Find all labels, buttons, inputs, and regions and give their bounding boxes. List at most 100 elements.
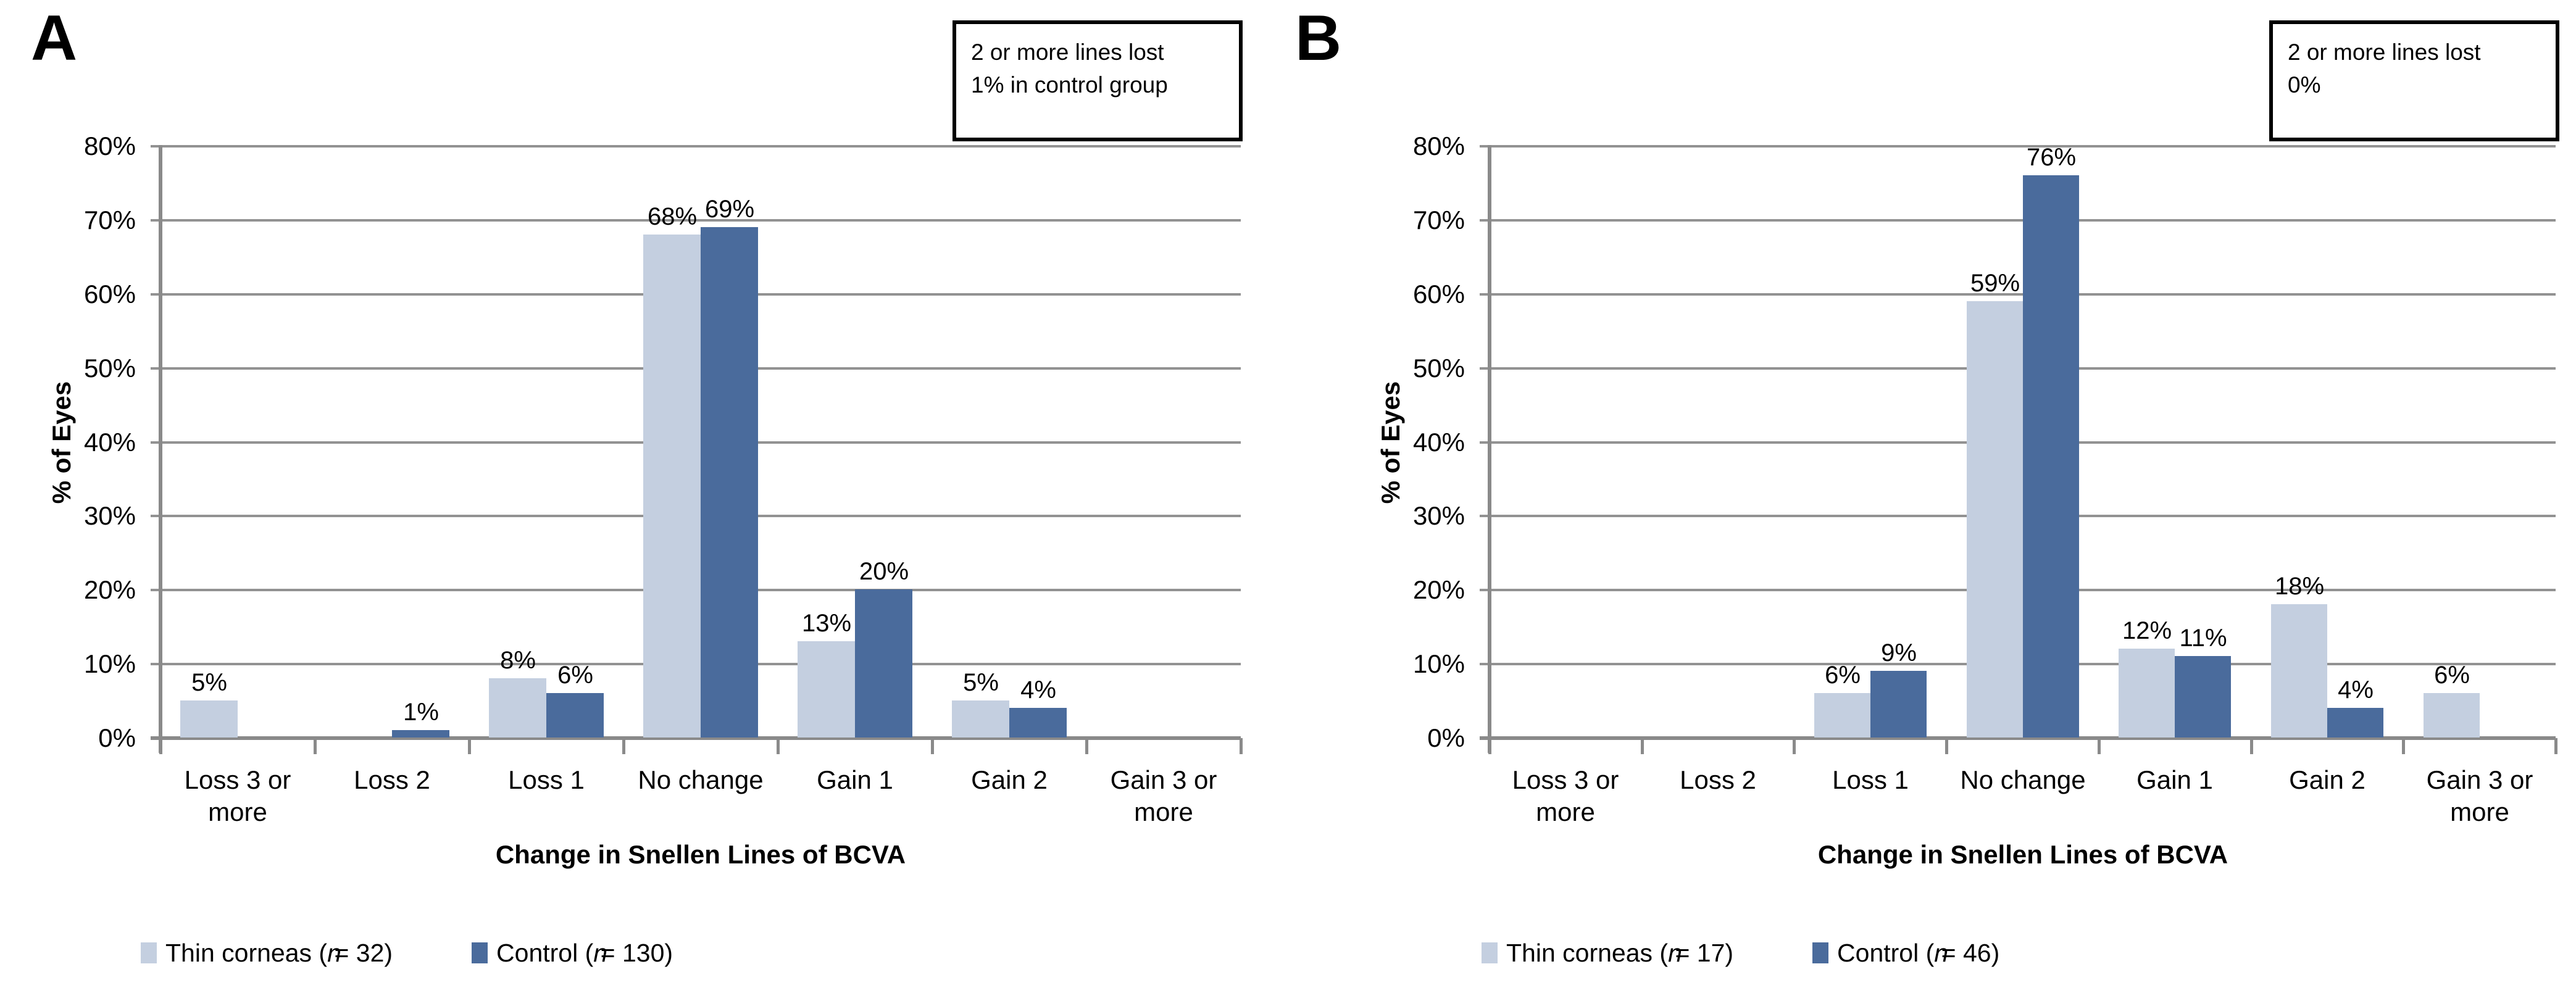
category-label: Loss 3 or more bbox=[184, 765, 291, 826]
y-tick-label: 0% bbox=[98, 723, 136, 752]
category-label: Gain 2 bbox=[971, 765, 1048, 794]
x-axis-line bbox=[151, 736, 1241, 740]
x-axis-title: Change in Snellen Lines of BCVA bbox=[495, 840, 906, 869]
bar-thin-corneas bbox=[798, 641, 855, 737]
legend-item-control: Control (n = 46) bbox=[1812, 938, 2000, 967]
legend-item-control: Control (n = 130) bbox=[472, 938, 673, 967]
bar-value-label: 5% bbox=[191, 669, 227, 696]
bar-control bbox=[701, 227, 758, 737]
category-label: Gain 2 bbox=[2289, 765, 2366, 794]
bar-control bbox=[2023, 175, 2079, 737]
note-box-b: 2 or more lines lost 0% bbox=[2269, 20, 2559, 141]
legend-swatch-icon bbox=[1812, 942, 1829, 963]
legend: Thin corneas (n = 32) Control (n = 130) bbox=[141, 936, 673, 970]
bar-thin-corneas bbox=[2271, 604, 2327, 737]
bar-value-label: 1% bbox=[403, 699, 439, 726]
bar-value-label: 20% bbox=[859, 558, 909, 585]
category-label: Loss 1 bbox=[508, 765, 585, 794]
y-axis-title: % of Eyes bbox=[1376, 381, 1405, 504]
note-line: 2 or more lines lost bbox=[971, 39, 1164, 65]
bar-thin-corneas bbox=[2424, 693, 2480, 737]
y-tick-label: 10% bbox=[83, 649, 136, 678]
y-tick-label: 70% bbox=[83, 206, 136, 235]
legend-label: Thin corneas (n = 32) bbox=[165, 938, 393, 967]
x-tick bbox=[931, 738, 934, 754]
category-label: Gain 1 bbox=[2136, 765, 2213, 794]
x-tick bbox=[1945, 738, 1948, 754]
x-tick bbox=[468, 738, 471, 754]
legend-label: Control (n = 130) bbox=[496, 938, 673, 967]
bar-control bbox=[855, 589, 912, 737]
note-box-a: 2 or more lines lost 1% in control group bbox=[952, 20, 1243, 141]
bar-thin-corneas bbox=[1814, 693, 1870, 737]
x-axis-title: Change in Snellen Lines of BCVA bbox=[1817, 840, 2228, 869]
y-tick-label: 50% bbox=[1412, 354, 1465, 383]
legend-item-thin-corneas: Thin corneas (n = 17) bbox=[1482, 940, 1733, 966]
x-axis-line bbox=[1480, 736, 2556, 740]
note-line: 2 or more lines lost bbox=[2288, 39, 2481, 65]
bar-thin-corneas bbox=[952, 700, 1009, 737]
x-tick bbox=[1488, 738, 1491, 754]
x-tick bbox=[1240, 738, 1243, 754]
category-label: Loss 3 or more bbox=[1512, 765, 1619, 826]
y-tick-label: 60% bbox=[83, 280, 136, 309]
gridline bbox=[151, 219, 1241, 222]
bar-value-label: 6% bbox=[1825, 662, 1861, 689]
bar-value-label: 4% bbox=[1020, 676, 1056, 704]
category-label: No change bbox=[1960, 765, 2086, 794]
x-tick bbox=[622, 738, 625, 754]
bar-value-label: 8% bbox=[500, 647, 536, 674]
bar-control bbox=[2175, 656, 2231, 737]
bar-thin-corneas bbox=[2119, 649, 2175, 737]
x-tick bbox=[2098, 738, 2101, 754]
y-axis-line bbox=[1488, 145, 1491, 753]
category-label: Gain 1 bbox=[817, 765, 893, 794]
x-tick bbox=[1793, 738, 1796, 754]
bar-value-label: 13% bbox=[801, 610, 852, 637]
y-tick-label: 60% bbox=[1412, 280, 1465, 309]
y-axis-title: % of Eyes bbox=[47, 381, 76, 504]
legend: Thin corneas (n = 17) Control (n = 46) bbox=[1482, 936, 1999, 970]
bar-value-label: 69% bbox=[704, 196, 755, 223]
legend-item-thin-corneas: Thin corneas (n = 32) bbox=[141, 938, 393, 967]
bar-thin-corneas bbox=[1967, 301, 2023, 737]
category-label: Loss 2 bbox=[1680, 765, 1756, 794]
y-axis-line bbox=[159, 145, 162, 753]
y-tick-label: 80% bbox=[83, 131, 136, 160]
category-label: Loss 1 bbox=[1832, 765, 1909, 794]
bar-control bbox=[392, 730, 449, 737]
bar-value-label: 12% bbox=[2122, 617, 2172, 644]
y-tick-label: 50% bbox=[83, 354, 136, 383]
bar-value-label: 6% bbox=[2434, 662, 2470, 689]
legend-label: Control (n = 46) bbox=[1837, 938, 2000, 967]
category-label: Gain 3 or more bbox=[2426, 765, 2533, 826]
x-tick bbox=[1641, 738, 1644, 754]
bar-value-label: 68% bbox=[647, 203, 698, 230]
bar-control bbox=[2327, 708, 2383, 737]
x-tick bbox=[777, 738, 780, 754]
x-tick bbox=[159, 738, 162, 754]
bar-value-label: 9% bbox=[1881, 639, 1917, 667]
y-tick-label: 30% bbox=[1412, 501, 1465, 530]
y-tick-label: 0% bbox=[1427, 723, 1465, 752]
gridline bbox=[151, 145, 1241, 147]
gridline bbox=[1480, 219, 2556, 222]
bar-thin-corneas bbox=[180, 700, 238, 737]
bar-value-label: 5% bbox=[963, 669, 999, 696]
x-tick bbox=[2554, 738, 2557, 754]
bar-thin-corneas bbox=[643, 235, 701, 737]
y-tick-label: 70% bbox=[1412, 206, 1465, 235]
y-tick-label: 10% bbox=[1412, 649, 1465, 678]
y-tick-label: 80% bbox=[1412, 131, 1465, 160]
category-label: Loss 2 bbox=[354, 765, 430, 794]
legend-swatch-icon bbox=[472, 942, 488, 963]
bar-value-label: 4% bbox=[2338, 676, 2374, 704]
bar-control bbox=[1009, 708, 1067, 737]
category-label: Gain 3 or more bbox=[1110, 765, 1217, 826]
x-tick bbox=[2402, 738, 2405, 754]
x-tick bbox=[314, 738, 317, 754]
y-tick-label: 20% bbox=[83, 575, 136, 604]
note-line: 1% in control group bbox=[971, 72, 1168, 98]
bar-value-label: 18% bbox=[2274, 573, 2325, 600]
